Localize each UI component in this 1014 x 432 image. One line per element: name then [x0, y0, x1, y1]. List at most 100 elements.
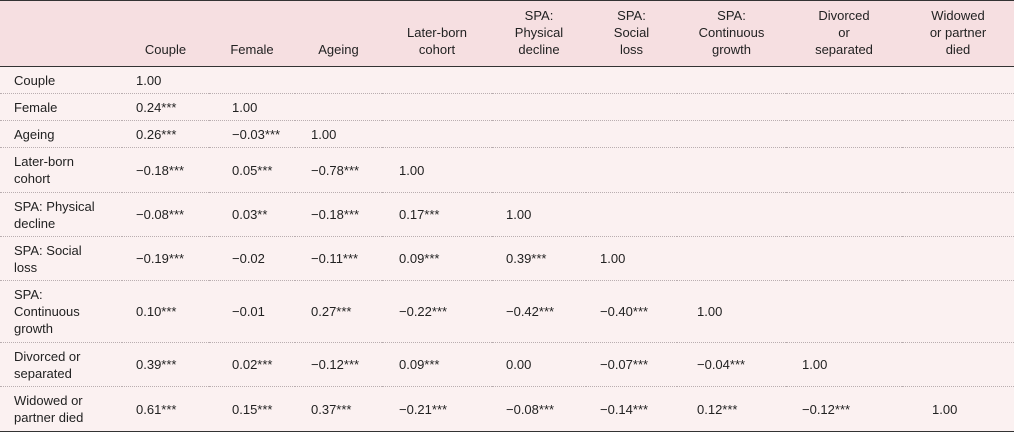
- cell-value: 0.05***: [232, 162, 273, 178]
- cell-value: 0.15***: [232, 401, 273, 417]
- table-cell: [786, 192, 902, 237]
- table-cell: [902, 120, 1014, 148]
- table-cell: [492, 120, 586, 148]
- table-cell: [382, 120, 492, 148]
- cell-value: 1.00: [311, 126, 337, 142]
- column-header: Later-born cohort: [382, 0, 492, 67]
- table-row: SPA: Continuous growth 0.10*** −0.01 0.27**…: [0, 280, 1014, 343]
- cell-value: 0.09***: [399, 357, 440, 372]
- cell-value: 1.00: [802, 357, 828, 372]
- table-cell: 1.00: [295, 120, 382, 148]
- table-cell: [586, 192, 677, 237]
- table-cell: 1.00: [902, 386, 1014, 432]
- cell-value: −0.14***: [600, 401, 649, 417]
- cell-value: −0.08***: [136, 207, 185, 222]
- table-cell: [209, 66, 295, 94]
- table-cell: [492, 147, 586, 193]
- table-cell: 0.37***: [295, 386, 382, 432]
- table-cell: [382, 93, 492, 121]
- cell-value: 1.00: [399, 162, 425, 178]
- table-cell: 1.00: [122, 66, 209, 94]
- table-cell: [902, 147, 1014, 193]
- cell-value: −0.78***: [311, 162, 360, 178]
- table-row: Couple 1.00: [0, 66, 1014, 94]
- table-row: Female 0.24*** 1.00: [0, 93, 1014, 121]
- table-cell: 0.39***: [492, 236, 586, 281]
- table-cell: [902, 236, 1014, 281]
- column-header: Widowed or partner died: [902, 0, 1014, 67]
- table-cell: 0.09***: [382, 236, 492, 281]
- row-label: Female: [0, 93, 122, 121]
- table-cell: −0.19***: [122, 236, 209, 281]
- cell-value: −0.04***: [697, 357, 746, 372]
- table-cell: −0.40***: [586, 280, 677, 343]
- table-cell: −0.03***: [209, 120, 295, 148]
- cell-value: 0.26***: [136, 126, 177, 142]
- cell-value: −0.08***: [506, 401, 555, 417]
- cell-value: 1.00: [697, 304, 723, 319]
- table-cell: [902, 192, 1014, 237]
- table-cell: 0.27***: [295, 280, 382, 343]
- cell-value: 1.00: [932, 401, 958, 417]
- table-cell: 0.12***: [677, 386, 786, 432]
- table-cell: −0.42***: [492, 280, 586, 343]
- cell-value: −0.18***: [136, 162, 185, 178]
- header-row: Couple Female Ageing Later-born cohort S…: [0, 0, 1014, 67]
- cell-value: −0.12***: [802, 401, 851, 417]
- table-cell: −0.11***: [295, 236, 382, 281]
- table-cell: [295, 93, 382, 121]
- cell-value: −0.40***: [600, 304, 649, 319]
- cell-value: 0.10***: [136, 304, 177, 319]
- table-cell: [786, 120, 902, 148]
- cell-value: 1.00: [506, 207, 532, 222]
- cell-value: −0.21***: [399, 401, 448, 417]
- table-cell: −0.07***: [586, 342, 677, 387]
- table-body: Couple 1.00 Female 0.24*** 1.00 Ageing 0.26***…: [0, 66, 1014, 432]
- table-cell: −0.78***: [295, 147, 382, 193]
- table-cell: −0.04***: [677, 342, 786, 387]
- table-cell: [677, 147, 786, 193]
- cell-value: 1.00: [600, 251, 626, 266]
- table-cell: [677, 236, 786, 281]
- table-cell: 1.00: [786, 342, 902, 387]
- table-cell: 0.26***: [122, 120, 209, 148]
- table-cell: −0.08***: [492, 386, 586, 432]
- table-cell: 0.02***: [209, 342, 295, 387]
- cell-value: 0.39***: [506, 251, 547, 266]
- table-cell: [677, 192, 786, 237]
- table-cell: [586, 93, 677, 121]
- cell-value: −0.11***: [311, 251, 359, 266]
- table-cell: [786, 147, 902, 193]
- table-cell: [786, 236, 902, 281]
- column-header: SPA: Physical decline: [492, 0, 586, 67]
- table-cell: −0.08***: [122, 192, 209, 237]
- cell-value: −0.22***: [399, 304, 448, 319]
- cell-value: 0.03**: [232, 207, 268, 222]
- table-cell: [586, 120, 677, 148]
- table-cell: 0.03**: [209, 192, 295, 237]
- table-row: Divorced or separated 0.39*** 0.02*** −0.12…: [0, 342, 1014, 387]
- column-header: Female: [209, 0, 295, 67]
- table-cell: [786, 93, 902, 121]
- table-cell: [902, 342, 1014, 387]
- cell-value: −0.01: [232, 304, 265, 319]
- table-header: Couple Female Ageing Later-born cohort S…: [0, 0, 1014, 67]
- cell-value: −0.19***: [136, 251, 185, 266]
- table-cell: −0.02: [209, 236, 295, 281]
- table-cell: [786, 66, 902, 94]
- table-row: SPA: Physical decline −0.08*** 0.03** −0.18…: [0, 192, 1014, 237]
- column-header: SPA: Continuous growth: [677, 0, 786, 67]
- table-cell: −0.18***: [122, 147, 209, 193]
- table-cell: 1.00: [586, 236, 677, 281]
- table-cell: [902, 280, 1014, 343]
- table-cell: [902, 66, 1014, 94]
- column-header: Couple: [122, 0, 209, 67]
- row-label: SPA: Continuous growth: [0, 280, 122, 343]
- table-row: Later-born cohort −0.18*** 0.05*** −0.78***…: [0, 147, 1014, 193]
- table-cell: 1.00: [209, 93, 295, 121]
- cell-value: −0.42***: [506, 304, 555, 319]
- table-cell: 1.00: [677, 280, 786, 343]
- cell-value: −0.03***: [232, 126, 281, 142]
- cell-value: 0.00: [506, 357, 532, 372]
